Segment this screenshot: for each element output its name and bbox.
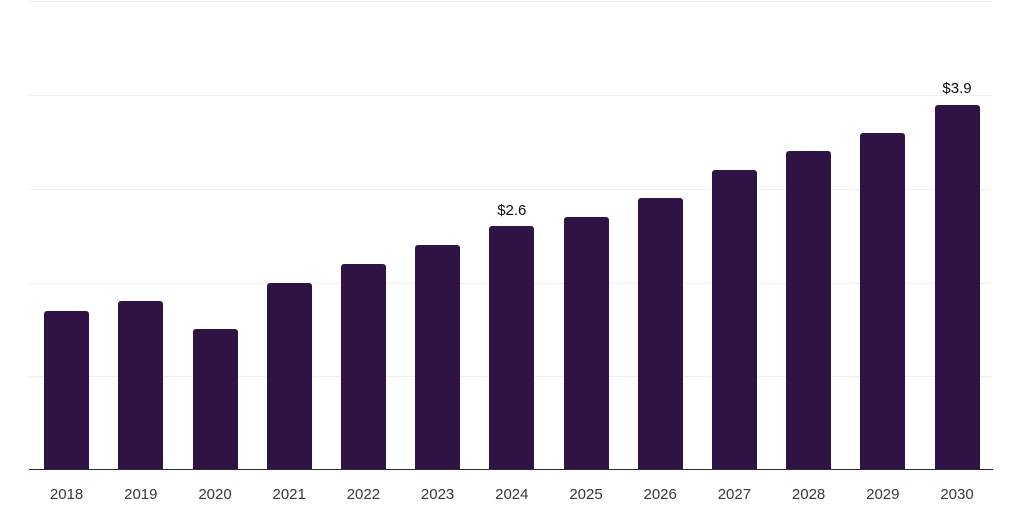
bar-2021: [266, 282, 312, 469]
x-tick-label-2029: 2029: [866, 486, 900, 503]
bar-2023: [415, 245, 461, 469]
gridline-4: [29, 95, 993, 97]
bar-2018: [44, 310, 90, 469]
bar-2022: [340, 263, 386, 469]
x-tick-label-2027: 2027: [717, 486, 752, 503]
x-tick-label-2022: 2022: [346, 486, 381, 503]
bar-2025: [563, 216, 609, 469]
bar-2020: [192, 329, 238, 469]
x-tick-label-2019: 2019: [124, 486, 158, 503]
bar-2030: [934, 104, 980, 469]
x-tick-label-2021: 2021: [272, 486, 306, 503]
bar-2024: [489, 226, 535, 469]
bar-2027: [711, 170, 757, 469]
bar-2028: [786, 151, 832, 469]
x-tick-label-2030: 2030: [940, 486, 974, 503]
x-tick-label-2024: 2024: [495, 486, 529, 503]
bar-2029: [860, 132, 906, 469]
data-label-2030: $3.9: [942, 80, 972, 98]
data-label-2024: $2.6: [497, 202, 527, 220]
gridline-3: [29, 188, 993, 190]
x-tick-label-2026: 2026: [643, 486, 677, 503]
x-axis-line: [29, 468, 993, 470]
x-tick-label-2028: 2028: [791, 486, 826, 503]
x-tick-label-2025: 2025: [569, 486, 603, 503]
bar-2026: [637, 198, 683, 469]
x-tick-label-2023: 2023: [420, 486, 455, 503]
x-tick-label-2018: 2018: [49, 486, 84, 503]
gridline-5: [29, 1, 993, 3]
x-tick-label-2020: 2020: [198, 486, 232, 503]
plot-area: $2.6 $3.9: [29, 0, 993, 470]
bar-2019: [118, 301, 164, 469]
